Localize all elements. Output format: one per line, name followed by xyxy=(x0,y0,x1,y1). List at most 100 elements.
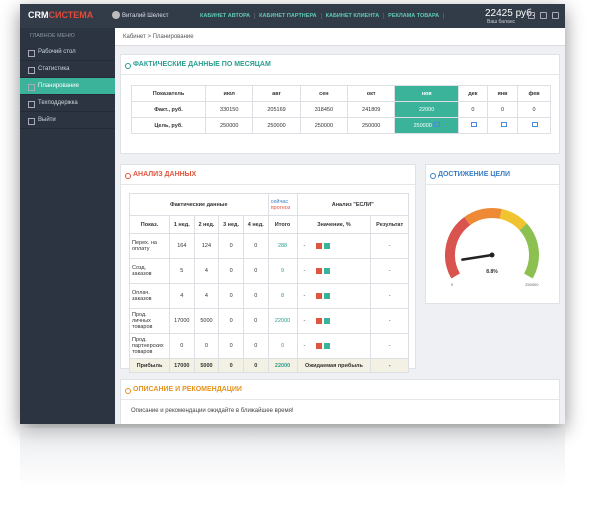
cell: 0 xyxy=(242,283,269,309)
menu-item[interactable]: Рабочий стол xyxy=(20,44,115,61)
nav-link[interactable]: КАБИНЕТ ПАРТНЕРА xyxy=(259,13,322,19)
cell: 0 xyxy=(218,358,244,373)
nav-link[interactable]: КАБИНЕТ АВТОРА xyxy=(200,13,256,19)
expected-label: Ожидаемая прибыль xyxy=(296,358,372,373)
nav-link[interactable]: РЕКЛАМА ТОВАРА xyxy=(388,13,445,19)
logo[interactable]: CRMСИСТЕМА xyxy=(28,10,93,20)
column-header: Результат xyxy=(370,215,409,234)
edit-icon[interactable] xyxy=(532,122,539,127)
value: 22000 xyxy=(418,106,435,113)
menu-item[interactable]: Планирование xyxy=(20,78,115,95)
row-label: Оплач. заказов xyxy=(129,283,170,309)
percent: - xyxy=(303,293,306,300)
value: 205169 xyxy=(267,106,286,113)
cell: 241809 xyxy=(347,101,396,118)
user-name[interactable]: Виталий Шелест xyxy=(122,13,169,19)
edit-icon[interactable] xyxy=(433,122,440,127)
value: 241809 xyxy=(362,106,381,113)
plus-button[interactable] xyxy=(324,317,331,324)
value: 250000 xyxy=(413,123,432,129)
app-window: CRMСИСТЕМА Виталий Шелест КАБИНЕТ АВТОРА… xyxy=(20,4,565,424)
gauge-zone xyxy=(519,223,539,279)
minus-button[interactable] xyxy=(316,267,323,274)
minus-button[interactable] xyxy=(316,292,323,299)
crumb[interactable]: Кабинет xyxy=(123,34,146,40)
data-row: Созд. заказов 5 4 0 0 9- - xyxy=(129,258,409,284)
radio[interactable]: сейчас xyxy=(271,199,295,205)
edit-icon[interactable] xyxy=(500,122,507,127)
percent-cell: - xyxy=(296,308,372,334)
monthly-table: Показатель июл авг сен окт ноя дек янв фев Факт.,… xyxy=(130,85,551,134)
cell: 0 xyxy=(218,283,244,309)
menu-item[interactable]: Статистика xyxy=(20,61,115,78)
icon-button[interactable] xyxy=(540,12,547,19)
menu-item[interactable]: Выйти xyxy=(20,112,115,129)
logo-part: CRM xyxy=(28,10,49,20)
cell: 0 xyxy=(218,333,244,359)
column-header: Значение, % xyxy=(296,215,372,234)
cell: 5000 xyxy=(193,308,220,334)
panel-title: АНАЛИЗ ДАННЫХ xyxy=(121,165,415,185)
gauge-needle xyxy=(461,253,494,261)
cell: 17000 xyxy=(169,308,195,334)
cell: 0 xyxy=(242,308,269,334)
column-header: окт xyxy=(347,85,396,102)
panel-title: ФАКТИЧЕСКИЕ ДАННЫЕ ПО МЕСЯЦАМ xyxy=(121,55,559,75)
column-header: Показ. xyxy=(129,215,170,234)
value: 0 xyxy=(471,106,475,113)
result: - xyxy=(370,308,409,334)
data-row: Цель, руб. 250000 250000 250000 250000 250000 xyxy=(130,117,551,134)
cell: 164 xyxy=(169,233,195,259)
minus-button[interactable] xyxy=(316,342,323,349)
plus-button[interactable] xyxy=(324,242,331,249)
radio[interactable]: прогноз xyxy=(271,205,295,211)
cell: 250000 xyxy=(252,117,301,134)
header-row: Показ. 1 нед. 2 нед. 3 нед. 4 нед. Итого Значе… xyxy=(129,215,409,234)
value: 0 xyxy=(532,106,536,113)
goal-panel: ДОСТИЖЕНИЕ ЦЕЛИ 0 250000 8.8% xyxy=(425,164,560,304)
analysis-table: Фактические данные сейчас прогноз Анализ "Е… xyxy=(129,193,410,373)
result: - xyxy=(370,233,409,259)
icon-button[interactable] xyxy=(552,12,559,19)
total: 0 xyxy=(267,333,298,359)
footer-row: Прибыль 17000 5000 0 0 22000 Ожидаемая прибыль… xyxy=(129,358,409,373)
cell: 0 xyxy=(218,308,244,334)
cell: 5000 xyxy=(193,358,220,373)
value: 250000 xyxy=(220,122,239,129)
minus-button[interactable] xyxy=(316,242,323,249)
result: - xyxy=(370,283,409,309)
cell: 0 xyxy=(242,258,269,284)
cell: 318450 xyxy=(299,101,349,118)
minus-button[interactable] xyxy=(316,317,323,324)
cell: 330150 xyxy=(205,101,254,118)
percent-cell: - xyxy=(296,333,372,359)
cell: 4 xyxy=(193,258,220,284)
plus-button[interactable] xyxy=(324,292,331,299)
cell: 0 xyxy=(193,333,220,359)
cell: 5 xyxy=(169,258,195,284)
column-header: фев xyxy=(517,85,551,102)
total: 22000 xyxy=(267,308,298,334)
cell: 4 xyxy=(193,283,220,309)
cell: 250000 xyxy=(205,117,254,134)
sidebar: ГЛАВНОЕ МЕНЮ Рабочий стол Статистика Плани… xyxy=(20,28,115,424)
plus-button[interactable] xyxy=(324,267,331,274)
cell: 205169 xyxy=(252,101,301,118)
top-bar: CRMСИСТЕМА Виталий Шелест КАБИНЕТ АВТОРА… xyxy=(20,4,565,28)
column-header: 2 нед. xyxy=(193,215,220,234)
menu-item[interactable]: Техподдержка xyxy=(20,95,115,112)
cell: 17000 xyxy=(169,358,195,373)
edit-icon[interactable] xyxy=(470,122,477,127)
top-nav: КАБИНЕТ АВТОРА КАБИНЕТ ПАРТНЕРА КАБИНЕТ КЛ… xyxy=(200,13,445,19)
cell: 0 xyxy=(218,258,244,284)
data-row: Факт., руб. 330150 205169 318450 241809 22000… xyxy=(130,101,551,118)
crumb: Планирование xyxy=(152,34,194,40)
panel-title: ДОСТИЖЕНИЕ ЦЕЛИ xyxy=(426,165,559,185)
breadcrumb: Кабинет > Планирование xyxy=(115,28,565,46)
column-header: дек xyxy=(457,85,488,102)
icon-button[interactable] xyxy=(528,12,535,19)
avatar[interactable] xyxy=(112,11,120,19)
nav-link[interactable]: КАБИНЕТ КЛИЕНТА xyxy=(326,13,385,19)
value: 0 xyxy=(500,106,505,113)
plus-button[interactable] xyxy=(324,342,331,349)
